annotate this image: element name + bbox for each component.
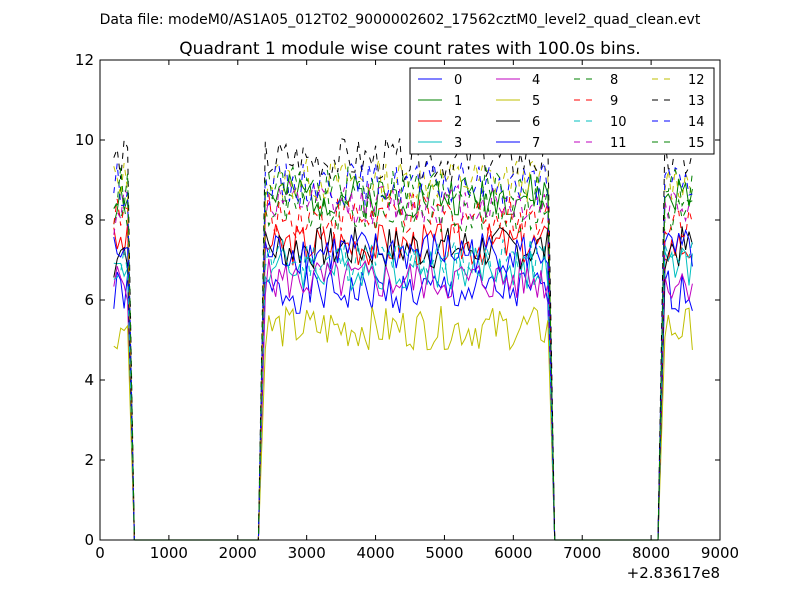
y-tick-label: 0 bbox=[84, 531, 94, 549]
x-tick-label: 1000 bbox=[150, 544, 188, 562]
legend-label-1: 1 bbox=[454, 94, 462, 109]
y-tick-label: 8 bbox=[84, 211, 94, 229]
x-tick-label: 2000 bbox=[219, 544, 257, 562]
legend-label-9: 9 bbox=[610, 94, 618, 109]
series-line-1 bbox=[113, 173, 693, 541]
y-tick-label: 6 bbox=[84, 291, 94, 309]
series-line-5 bbox=[113, 305, 693, 541]
series-line-13 bbox=[113, 137, 693, 541]
series-line-0 bbox=[113, 268, 693, 541]
legend-label-14: 14 bbox=[688, 115, 705, 130]
x-tick-label: 7000 bbox=[563, 544, 601, 562]
chart-title: Quadrant 1 module wise count rates with … bbox=[179, 39, 640, 59]
y-tick-label: 2 bbox=[84, 451, 94, 469]
legend-label-8: 8 bbox=[610, 73, 618, 88]
legend-label-4: 4 bbox=[532, 73, 540, 88]
legend-label-13: 13 bbox=[688, 94, 705, 109]
data-file-label: Data file: modeM0/AS1A05_012T02_90000026… bbox=[100, 12, 701, 28]
legend-label-5: 5 bbox=[532, 94, 540, 109]
series-layer bbox=[113, 137, 693, 541]
legend-label-12: 12 bbox=[688, 73, 705, 88]
series-line-4 bbox=[113, 258, 693, 541]
series-line-10 bbox=[113, 238, 693, 541]
x-offset-label: +2.83617e8 bbox=[627, 564, 720, 582]
x-tick-label: 9000 bbox=[701, 544, 739, 562]
x-tick-label: 8000 bbox=[632, 544, 670, 562]
series-line-9 bbox=[113, 192, 693, 541]
x-tick-label: 5000 bbox=[425, 544, 463, 562]
x-tick-label: 6000 bbox=[494, 544, 532, 562]
legend-label-11: 11 bbox=[610, 136, 627, 151]
y-tick-label: 4 bbox=[84, 371, 94, 389]
series-line-14 bbox=[113, 160, 693, 541]
series-line-12 bbox=[113, 158, 693, 541]
series-line-3 bbox=[113, 246, 693, 541]
legend-label-10: 10 bbox=[610, 115, 627, 130]
x-tick-label: 0 bbox=[95, 544, 105, 562]
legend-label-15: 15 bbox=[688, 136, 705, 151]
series-line-11 bbox=[113, 180, 693, 541]
series-line-15 bbox=[113, 165, 693, 541]
legend-label-2: 2 bbox=[454, 115, 462, 130]
legend-label-6: 6 bbox=[532, 115, 540, 130]
legend-box bbox=[409, 67, 715, 155]
legend-label-7: 7 bbox=[532, 136, 540, 151]
x-axis: 0 1000 2000 3000 4000 5000 6000 7000 8000 9000 bbox=[95, 60, 739, 562]
y-tick-label: 12 bbox=[75, 51, 94, 69]
legend-label-0: 0 bbox=[454, 73, 462, 88]
series-line-6 bbox=[113, 226, 693, 541]
y-tick-label: 10 bbox=[75, 131, 94, 149]
series-line-8 bbox=[113, 190, 693, 541]
series-line-2 bbox=[113, 223, 693, 541]
x-tick-label: 4000 bbox=[356, 544, 394, 562]
x-tick-label: 3000 bbox=[288, 544, 326, 562]
legend-label-3: 3 bbox=[454, 136, 462, 151]
